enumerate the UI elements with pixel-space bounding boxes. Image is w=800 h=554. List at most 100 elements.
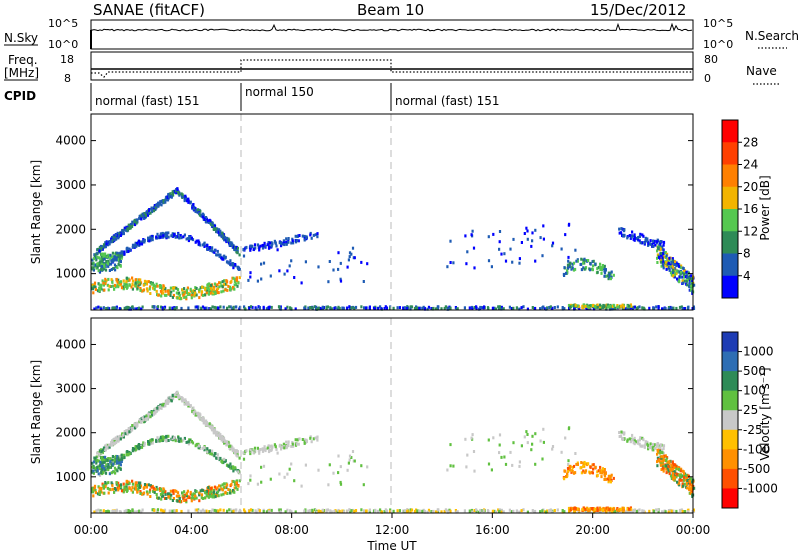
echo-cell <box>117 253 120 257</box>
echo-cell <box>631 230 634 234</box>
echo-cell <box>479 305 482 309</box>
echo-cell <box>607 305 610 309</box>
echo-cell <box>106 283 109 287</box>
echo-cell <box>628 234 631 237</box>
echo-cell <box>105 307 108 310</box>
echo-cell <box>174 489 177 493</box>
echo-cell <box>576 463 579 466</box>
colorbar-swatch <box>722 390 738 411</box>
echo-cell <box>109 457 112 461</box>
echo-cell <box>360 508 363 512</box>
echo-cell <box>175 394 178 398</box>
echo-cell <box>379 305 382 309</box>
echo-cell <box>561 306 564 309</box>
echo-cell <box>472 246 476 250</box>
echo-cell <box>261 449 265 453</box>
echo-cell <box>104 485 107 489</box>
echo-cell <box>430 307 433 310</box>
echo-cell <box>236 454 239 458</box>
time-tick-label: 12:00 <box>375 523 410 537</box>
echo-cell <box>688 278 692 282</box>
echo-cell <box>297 442 300 446</box>
echo-cell <box>655 240 658 244</box>
echo-cell <box>353 459 356 463</box>
echo-cell <box>106 255 109 259</box>
echo-cell <box>135 424 138 428</box>
echo-cell <box>148 209 151 213</box>
noise-panel-frame <box>90 19 694 50</box>
echo-cell <box>211 305 214 309</box>
colorbar-swatch <box>722 275 738 299</box>
echo-cell <box>102 254 105 258</box>
echo-cell <box>686 479 689 482</box>
echo-cell <box>593 307 596 311</box>
echo-cell <box>107 491 110 495</box>
echo-cell <box>296 438 299 442</box>
echo-cell <box>581 304 584 308</box>
echo-cell <box>268 449 271 452</box>
echo-cell <box>675 264 678 268</box>
echo-cell <box>608 478 611 482</box>
echo-cell <box>126 305 129 309</box>
echo-cell <box>665 467 668 471</box>
echo-cell <box>444 305 447 309</box>
echo-cell <box>589 268 592 272</box>
echo-cell <box>216 486 219 490</box>
echo-cell <box>572 471 576 475</box>
echo-cell <box>235 278 238 282</box>
echo-cell <box>171 191 174 195</box>
echo-cell <box>166 289 170 293</box>
echo-cell <box>183 402 186 406</box>
echo-cell <box>583 460 586 464</box>
echo-cell <box>294 234 297 238</box>
echo-cell <box>664 454 667 458</box>
echo-cell <box>503 252 506 256</box>
echo-cell <box>105 240 108 244</box>
echo-cell <box>120 254 123 258</box>
echo-cell <box>278 472 281 476</box>
echo-cell <box>651 448 654 452</box>
echo-cell <box>97 459 100 463</box>
echo-cell <box>567 459 570 463</box>
echo-cell <box>111 306 114 310</box>
echo-cell <box>569 464 572 468</box>
echo-cell <box>352 305 355 309</box>
echo-cell <box>368 508 371 512</box>
echo-cell <box>339 279 343 283</box>
echo-cell <box>596 270 599 274</box>
echo-cell <box>209 510 212 514</box>
echo-cell <box>678 305 682 309</box>
echo-cell <box>681 482 684 486</box>
echo-cell <box>131 287 134 291</box>
echo-cell <box>656 460 659 464</box>
echo-cell <box>145 287 149 291</box>
echo-cell <box>231 245 234 249</box>
echo-cell <box>691 290 694 294</box>
echo-cell <box>676 277 679 281</box>
echo-cell <box>104 282 107 286</box>
colorbar-tick-label: 28 <box>743 135 758 149</box>
echo-cell <box>673 466 676 470</box>
echo-cell <box>210 249 214 253</box>
echo-cell <box>172 497 175 500</box>
echo-cell <box>689 487 693 491</box>
echo-cell <box>189 492 192 496</box>
echo-cell <box>319 509 322 513</box>
echo-cell <box>682 267 685 270</box>
echo-cell <box>183 233 186 237</box>
echo-cell <box>98 492 101 496</box>
echo-cell <box>511 260 514 264</box>
echo-cell <box>102 267 105 271</box>
echo-cell <box>98 490 101 494</box>
echo-cell <box>236 450 239 454</box>
echo-cell <box>626 439 629 443</box>
echo-cell <box>172 491 175 495</box>
echo-cell <box>115 237 118 241</box>
echo-cell <box>155 289 158 293</box>
echo-cell <box>534 462 537 466</box>
echo-cell <box>337 508 340 512</box>
echo-cell <box>678 270 681 274</box>
echo-cell <box>192 411 195 415</box>
echo-cell <box>125 509 128 513</box>
echo-cell <box>638 239 641 243</box>
